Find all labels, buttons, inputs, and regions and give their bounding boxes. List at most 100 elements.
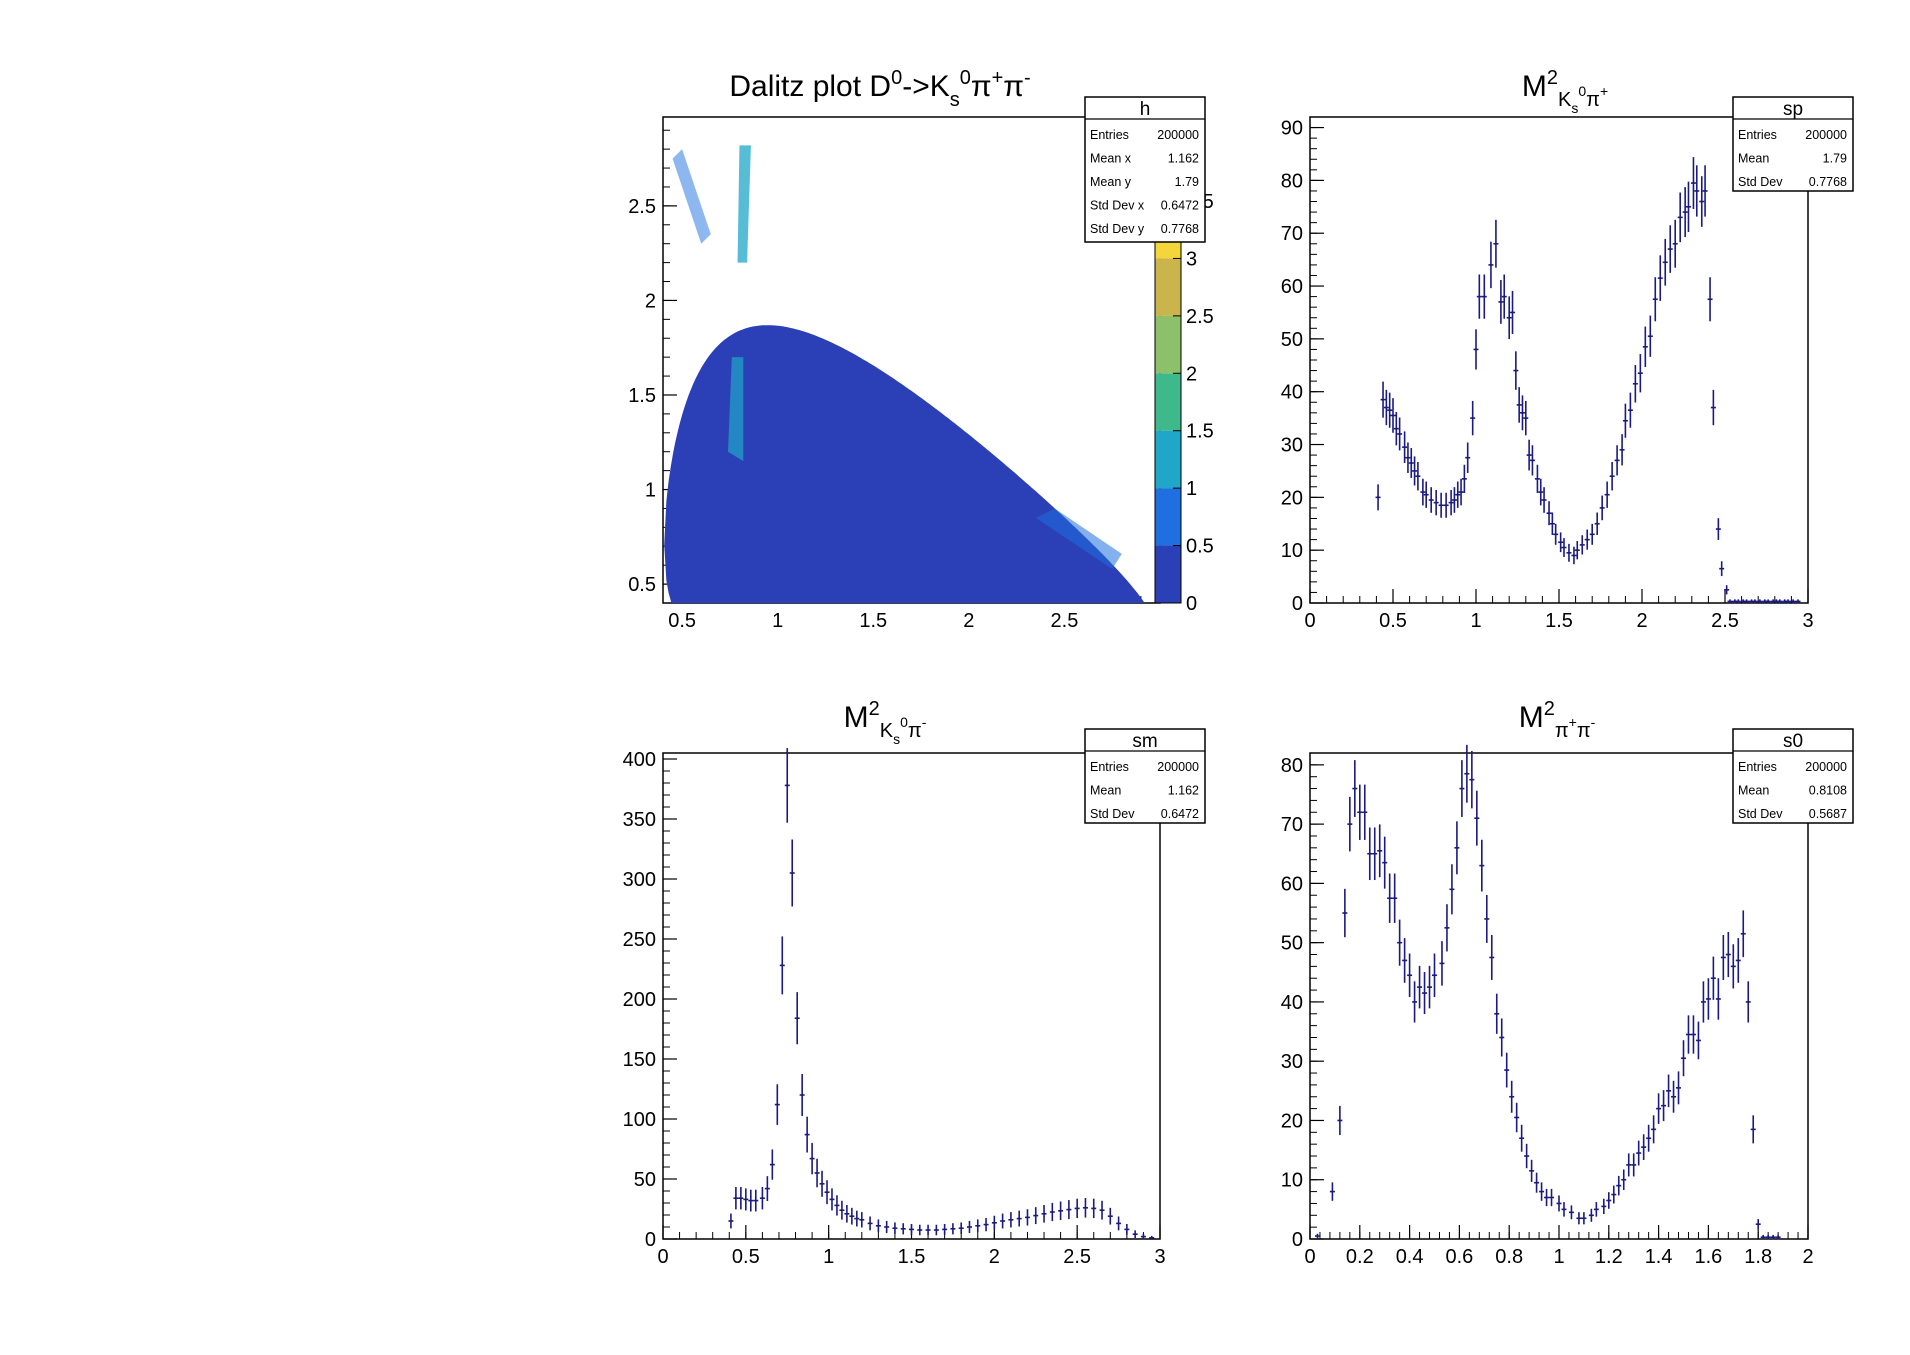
y-tick-label: 0.5	[628, 574, 656, 596]
x-tick-label: 2	[1802, 1246, 1813, 1268]
stats-value: 1.162	[1168, 152, 1199, 166]
colorbar-tick-label: 0	[1186, 593, 1197, 615]
y-tick-label: 400	[623, 749, 656, 771]
x-tick-label: 0.5	[668, 610, 696, 632]
x-tick-label: 1.5	[898, 1246, 926, 1268]
plot-frame	[1309, 752, 1809, 1240]
stats-value: 200000	[1805, 760, 1847, 774]
stats-label: Mean	[1090, 784, 1121, 798]
y-tick-label: 10	[1281, 1170, 1303, 1192]
stats-value: 0.6472	[1161, 199, 1199, 213]
stats-label: Std Dev x	[1090, 199, 1145, 213]
chart-title-s0: M2π+π-	[1519, 698, 1596, 742]
colorbar-tick-label: 2	[1186, 363, 1197, 385]
x-tick-label: 0.2	[1346, 1246, 1374, 1268]
y-tick-label: 300	[623, 869, 656, 891]
x-tick-label: 1.6	[1694, 1246, 1722, 1268]
y-tick-label: 200	[623, 989, 656, 1011]
x-tick-label: 2	[1636, 610, 1647, 632]
colorbar-tick-label: 1.5	[1186, 421, 1214, 443]
x-tick-label: 0.6	[1445, 1246, 1473, 1268]
y-tick-label: 70	[1281, 223, 1303, 245]
x-tick-label: 2.5	[1711, 610, 1739, 632]
x-tick-label: 1	[823, 1246, 834, 1268]
stats-label: Entries	[1090, 760, 1129, 774]
rho-band	[1035, 508, 1122, 569]
y-tick-label: 2.5	[628, 196, 656, 218]
stats-box-frame	[1732, 96, 1854, 192]
stats-label: Mean	[1738, 152, 1769, 166]
chart-title-sp: M2Ks0π+	[1522, 67, 1608, 116]
stats-label: Mean	[1738, 784, 1769, 798]
stats-value: 0.5687	[1809, 807, 1847, 821]
heatmap-plot	[664, 145, 1145, 603]
y-tick-label: 40	[1281, 382, 1303, 404]
x-tick-label: 1.2	[1595, 1246, 1623, 1268]
y-tick-label: 0	[1292, 1229, 1303, 1251]
plot-frame	[662, 752, 1161, 1240]
y-tick-label: 20	[1281, 1110, 1303, 1132]
y-tick-label: 1	[645, 480, 656, 502]
x-tick-label: 2.5	[1063, 1246, 1091, 1268]
stats-label: Entries	[1738, 128, 1777, 142]
y-tick-label: 0	[645, 1229, 656, 1251]
y-tick-label: 20	[1281, 487, 1303, 509]
stats-value: 1.79	[1823, 152, 1847, 166]
y-tick-label: 10	[1281, 540, 1303, 562]
x-tick-label: 2	[989, 1246, 1000, 1268]
y-tick-label: 50	[1281, 933, 1303, 955]
colorbar-swatch	[1155, 315, 1181, 374]
stats-value: 0.7768	[1161, 222, 1199, 236]
stats-value: 200000	[1157, 760, 1199, 774]
stats-name: h	[1140, 99, 1151, 120]
x-tick-label: 1.5	[859, 610, 887, 632]
y-tick-label: 250	[623, 929, 656, 951]
stats-value: 0.6472	[1161, 807, 1199, 821]
colorbar-swatch	[1155, 373, 1181, 431]
markers-sm	[728, 748, 1155, 1240]
markers-sp	[1375, 157, 1801, 604]
stats-label: Std Dev	[1738, 807, 1783, 821]
stats-name: sp	[1783, 99, 1803, 120]
stats-label: Entries	[1738, 760, 1777, 774]
x-tick-label: 1.4	[1645, 1246, 1673, 1268]
y-tick-label: 50	[634, 1169, 656, 1191]
stats-box-sp: sp Entries 200000 Mean 1.79 Std Dev 0.7768	[1732, 96, 1854, 192]
x-tick-label: 1	[1553, 1246, 1564, 1268]
colorbar-tick-label: 0.5	[1186, 536, 1214, 558]
stats-box-frame	[1084, 728, 1206, 824]
stats-label: Entries	[1090, 128, 1129, 142]
stats-box-frame	[1732, 728, 1854, 824]
y-tick-label: 100	[623, 1109, 656, 1131]
stats-value: 1.79	[1175, 175, 1199, 189]
stats-value: 200000	[1805, 128, 1847, 142]
x-tick-label: 0	[1304, 1246, 1315, 1268]
stats-value: 0.7768	[1809, 175, 1847, 189]
y-tick-label: 1.5	[628, 385, 656, 407]
colorbar-tick-label: 2.5	[1186, 306, 1214, 328]
axes-s0: 0 0.2 0.4 0.6 0.8 1 1.2 1.4 1.6 1.8 20102030405060…	[1281, 744, 1814, 1268]
x-tick-label: 2.5	[1051, 610, 1079, 632]
colorbar-swatch	[1155, 488, 1181, 546]
y-tick-label: 50	[1281, 329, 1303, 351]
y-tick-label: 60	[1281, 276, 1303, 298]
kstar-band-lower	[727, 357, 744, 462]
y-tick-label: 60	[1281, 873, 1303, 895]
x-tick-label: 0.5	[732, 1246, 760, 1268]
y-tick-label: 30	[1281, 1051, 1303, 1073]
x-tick-label: 1	[1470, 610, 1481, 632]
markers-s0	[1314, 744, 1781, 1240]
x-tick-label: 0	[657, 1246, 668, 1268]
stats-label: Mean x	[1090, 152, 1132, 166]
y-tick-label: 0	[1292, 593, 1303, 615]
chart-title-sm: M2Ks0π-	[844, 698, 927, 747]
stats-name: s0	[1783, 731, 1803, 752]
y-tick-label: 40	[1281, 992, 1303, 1014]
y-tick-label: 70	[1281, 814, 1303, 836]
x-tick-label: 2	[963, 610, 974, 632]
stats-label: Std Dev	[1738, 175, 1783, 189]
colorbar-tick-label: 1	[1186, 478, 1197, 500]
stats-value: 1.162	[1168, 784, 1199, 798]
